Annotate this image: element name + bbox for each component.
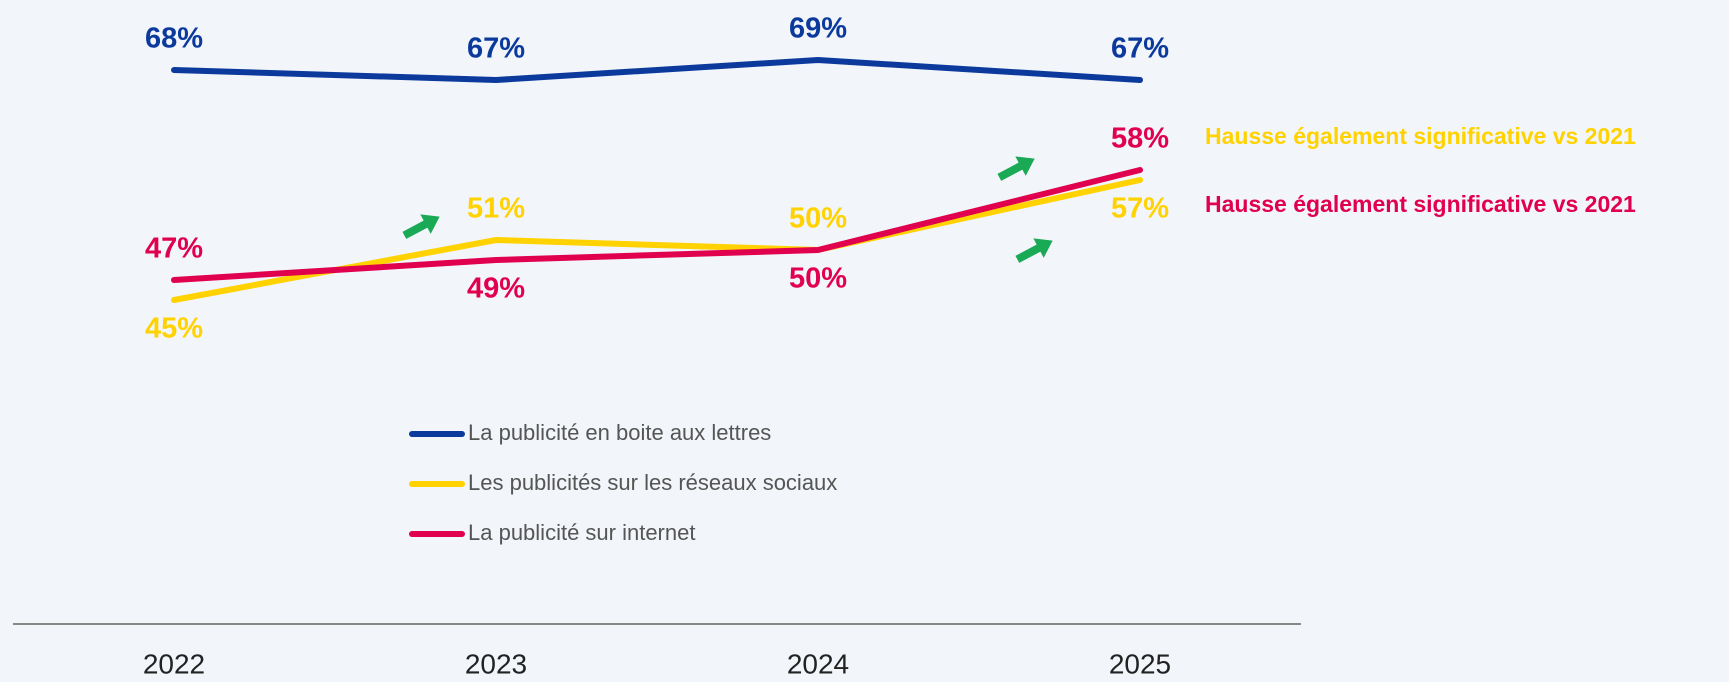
value-label: 68% <box>145 23 203 55</box>
line <box>171 167 1143 283</box>
trend-arrows <box>402 156 1053 263</box>
arrow <box>997 156 1035 181</box>
value-label: 67% <box>467 33 525 65</box>
legend-label: La publicité sur internet <box>468 520 695 545</box>
annotation: Hausse également significative vs 2021 <box>1205 191 1636 217</box>
value-label: 49% <box>467 273 525 305</box>
value-label: 45% <box>145 313 203 345</box>
value-label: 50% <box>789 203 847 235</box>
value-label: 67% <box>1111 33 1169 65</box>
x-tick-label: 2025 <box>1109 648 1171 679</box>
value-label: 51% <box>467 193 525 225</box>
legend-label: Les publicités sur les réseaux sociaux <box>468 470 837 495</box>
x-tick-label: 2023 <box>465 648 527 679</box>
value-label: 47% <box>145 233 203 265</box>
x-tick-label: 2022 <box>143 648 205 679</box>
value-label: 57% <box>1111 193 1169 225</box>
annotation: Hausse également significative vs 2021 <box>1205 123 1636 149</box>
arrow <box>1015 238 1053 263</box>
value-label: 58% <box>1111 123 1169 155</box>
value-label: 69% <box>789 13 847 45</box>
arrow <box>402 214 440 239</box>
value-label: 50% <box>789 263 847 295</box>
legend-label: La publicité en boite aux lettres <box>468 420 771 445</box>
line <box>171 57 1143 83</box>
x-tick-label: 2024 <box>787 648 849 679</box>
